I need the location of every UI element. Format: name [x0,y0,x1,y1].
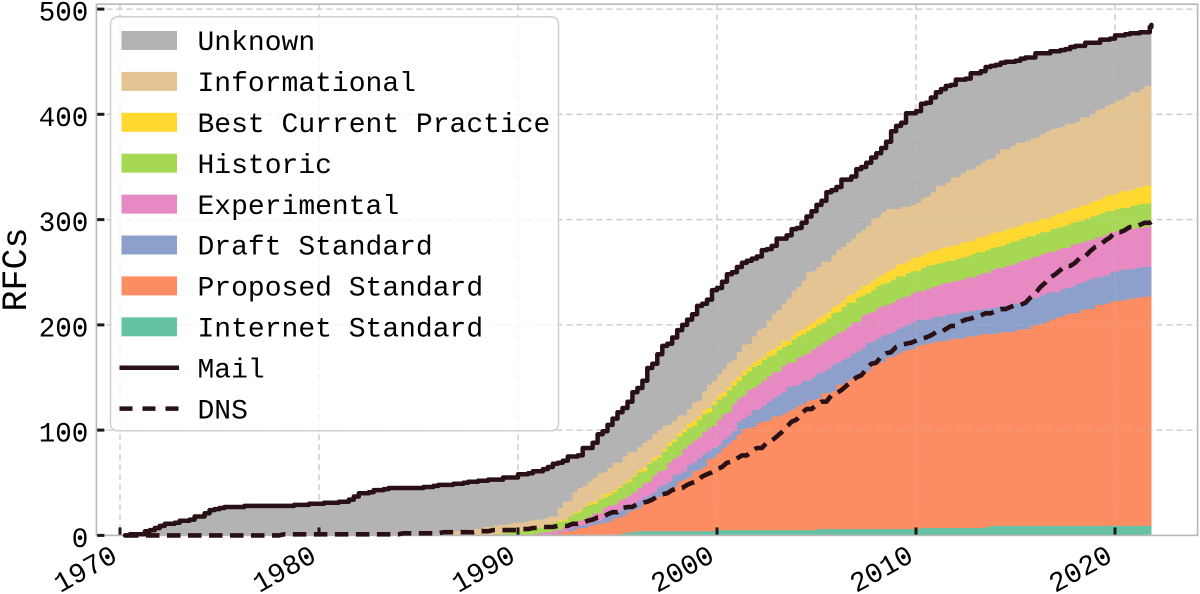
svg-text:100: 100 [39,420,89,451]
svg-text:Draft Standard: Draft Standard [198,233,433,264]
svg-text:0: 0 [72,525,89,556]
svg-text:500: 500 [39,0,89,30]
svg-text:300: 300 [39,209,89,240]
svg-text:Internet Standard: Internet Standard [198,315,484,346]
svg-text:Best Current Practice: Best Current Practice [198,110,551,141]
svg-text:Mail: Mail [198,355,265,386]
svg-text:Historic: Historic [198,151,332,182]
svg-text:DNS: DNS [198,396,248,427]
svg-text:RFCs: RFCs [0,227,37,311]
svg-text:400: 400 [39,104,89,135]
svg-text:200: 200 [39,315,89,346]
svg-text:Unknown: Unknown [198,28,316,59]
svg-text:Informational: Informational [198,69,416,100]
svg-text:Proposed Standard: Proposed Standard [198,274,484,305]
svg-text:Experimental: Experimental [198,192,400,223]
